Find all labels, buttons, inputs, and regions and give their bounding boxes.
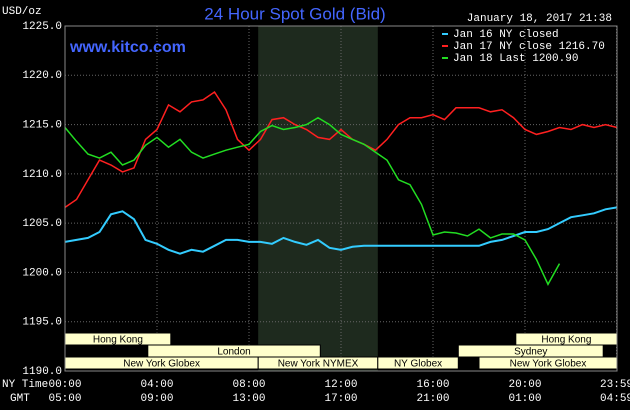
x-label-ny: NY Time — [2, 379, 48, 391]
y-tick-label: 1195.0 — [22, 317, 62, 329]
shaded-period — [258, 26, 378, 371]
plot-frame — [64, 25, 618, 372]
x-tick-label-gmt: 04:59 — [600, 393, 630, 405]
y-tick-label: 1220.0 — [22, 70, 62, 82]
x-tick-label-gmt: 21:00 — [416, 393, 449, 405]
y-tick-label: 1190.0 — [22, 366, 62, 378]
y-tick-label: 1205.0 — [22, 218, 62, 230]
x-tick-label: 16:00 — [416, 379, 449, 391]
x-tick-label-gmt: 13:00 — [232, 393, 265, 405]
x-tick-label: 23:59 — [600, 379, 630, 391]
x-tick-label: 12:00 — [324, 379, 357, 391]
y-tick-label: 1200.0 — [22, 267, 62, 279]
legend-entry: Jan 17 NY close 1216.70 — [453, 41, 605, 53]
session-label: Hong Kong — [93, 335, 143, 346]
y-tick-label: 1225.0 — [22, 21, 62, 33]
session-label: New York Globex — [510, 359, 587, 370]
session-label: Sydney — [514, 347, 547, 358]
chart-title: 24 Hour Spot Gold (Bid) — [204, 4, 385, 23]
x-tick-label-gmt: 01:00 — [508, 393, 541, 405]
timestamp: January 18, 2017 21:38 — [467, 13, 612, 25]
series-line — [64, 90, 618, 209]
x-tick-label: 04:00 — [140, 379, 173, 391]
session-label: London — [217, 347, 250, 358]
x-tick-label: 08:00 — [232, 379, 265, 391]
x-tick-label: 00:00 — [48, 379, 81, 391]
x-tick-label: 20:00 — [508, 379, 541, 391]
y-tick-label: 1215.0 — [22, 119, 62, 131]
watermark: www.kitco.com — [69, 39, 186, 56]
series-line — [64, 116, 561, 286]
series-line — [64, 206, 618, 255]
y-tick-label: 1210.0 — [22, 169, 62, 181]
session-label: NY Globex — [394, 359, 442, 370]
y-unit-label: USD/oz — [2, 6, 42, 18]
x-tick-label-gmt: 09:00 — [140, 393, 173, 405]
session-bar — [377, 356, 459, 370]
session-label: New York NYMEX — [278, 359, 359, 370]
x-label-gmt: GMT — [10, 393, 30, 405]
session-label: New York Globex — [123, 359, 200, 370]
x-tick-label-gmt: 17:00 — [324, 393, 357, 405]
session-label: Hong Kong — [541, 335, 591, 346]
x-tick-label-gmt: 05:00 — [48, 393, 81, 405]
legend-entry: Jan 16 NY closed — [453, 29, 559, 41]
legend-entry: Jan 18 Last 1200.90 — [453, 53, 578, 65]
plot-area: 1190.0 1195.0 1200.0 1205.0 1210.0 1215.0 1220… — [22, 21, 618, 378]
